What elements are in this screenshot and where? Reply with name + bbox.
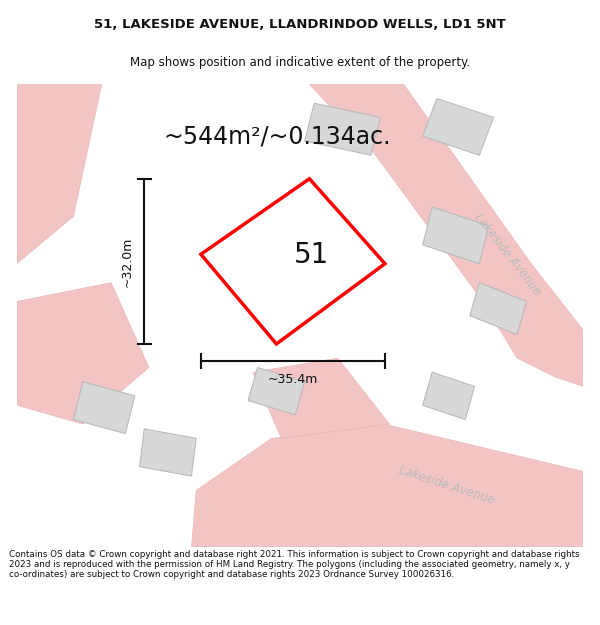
Text: Lakeside Avenue: Lakeside Avenue <box>397 464 496 507</box>
Text: Map shows position and indicative extent of the property.: Map shows position and indicative extent… <box>130 56 470 69</box>
Polygon shape <box>253 358 389 438</box>
Polygon shape <box>423 207 489 264</box>
Polygon shape <box>470 282 527 334</box>
Text: ~544m²/~0.134ac.: ~544m²/~0.134ac. <box>163 124 391 148</box>
Polygon shape <box>140 429 196 476</box>
Polygon shape <box>423 99 493 155</box>
Text: ~35.4m: ~35.4m <box>268 373 318 386</box>
Text: Lakeside Avenue: Lakeside Avenue <box>472 211 544 298</box>
Polygon shape <box>191 424 583 547</box>
Text: 51, LAKESIDE AVENUE, LLANDRINDOD WELLS, LD1 5NT: 51, LAKESIDE AVENUE, LLANDRINDOD WELLS, … <box>94 18 506 31</box>
Polygon shape <box>73 382 135 434</box>
Polygon shape <box>17 282 149 424</box>
Text: 51: 51 <box>294 241 329 269</box>
Polygon shape <box>305 103 380 155</box>
Polygon shape <box>17 84 102 264</box>
Polygon shape <box>423 372 475 419</box>
Text: ~32.0m: ~32.0m <box>121 236 134 286</box>
Polygon shape <box>310 84 583 386</box>
Polygon shape <box>248 368 305 415</box>
Text: Contains OS data © Crown copyright and database right 2021. This information is : Contains OS data © Crown copyright and d… <box>9 549 580 579</box>
